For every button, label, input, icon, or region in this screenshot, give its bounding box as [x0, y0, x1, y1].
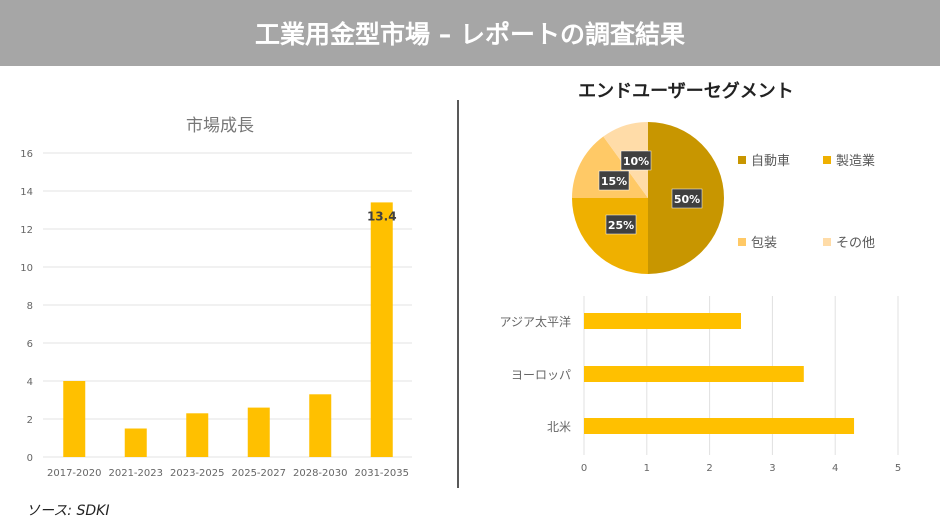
x-tick-label: 2: [706, 463, 712, 474]
x-tick-label: 3: [769, 463, 775, 474]
y-tick-label: 14: [20, 187, 33, 198]
y-category-label: アジア太平洋: [499, 314, 571, 329]
bar-2021-2023: [124, 428, 147, 457]
bar-ヨーロッパ: [584, 366, 804, 382]
x-tick-label: 2031-2035: [354, 468, 409, 479]
legend-label: 自動車: [751, 154, 790, 169]
y-tick-label: 16: [20, 149, 33, 160]
data-label: 25%: [608, 219, 634, 232]
y-category-label: ヨーロッパ: [511, 368, 571, 382]
x-tick-label: 2028-2030: [293, 468, 348, 479]
y-tick-label: 4: [27, 377, 33, 388]
legend-swatch: [823, 156, 831, 164]
legend-swatch: [738, 156, 746, 164]
legend-label: 製造業: [836, 153, 875, 169]
y-tick-label: 12: [20, 225, 33, 236]
data-label: 13.4: [367, 209, 397, 223]
source-note: ソース: SDKI: [26, 503, 110, 519]
y-tick-label: 8: [27, 301, 33, 312]
divider: [457, 100, 459, 488]
x-tick-label: 0: [581, 463, 587, 474]
x-tick-label: 2017-2020: [47, 468, 102, 479]
y-category-label: 北米: [547, 420, 571, 434]
data-label: 15%: [601, 175, 627, 188]
data-label: 10%: [623, 155, 649, 168]
data-label-box: [671, 188, 703, 209]
data-label-box: [605, 214, 637, 235]
x-tick-label: 5: [895, 463, 901, 474]
data-label-box: [620, 150, 652, 171]
y-tick-label: 10: [20, 263, 33, 274]
x-tick-label: 4: [832, 463, 838, 474]
y-tick-label: 6: [27, 339, 33, 350]
bar-2028-2030: [309, 394, 332, 457]
bar-2031-2035: [370, 202, 393, 457]
bar-2023-2025: [186, 413, 209, 457]
bar-北米: [584, 418, 855, 434]
legend-label: 包装: [751, 236, 777, 251]
x-tick-label: 2025-2027: [231, 468, 286, 479]
y-tick-label: 0: [27, 453, 33, 464]
legend-swatch: [823, 238, 831, 246]
pie-title: エンドユーザーセグメント: [578, 80, 794, 102]
pie-slice-製造業: [572, 198, 648, 274]
header-banner: 工業用金型市場 – レポートの調査結果: [0, 0, 940, 66]
bar-2017-2020: [63, 381, 86, 457]
y-tick-label: 2: [27, 415, 33, 426]
data-label: 50%: [674, 193, 700, 206]
data-label-box: [598, 170, 630, 191]
x-tick-label: 1: [644, 463, 650, 474]
bar-2025-2027: [247, 407, 270, 457]
legend-label: その他: [836, 236, 875, 251]
legend-swatch: [738, 238, 746, 246]
x-tick-label: 2021-2023: [108, 468, 163, 479]
chart-title: 市場成長: [186, 116, 254, 136]
page-title: 工業用金型市場 – レポートの調査結果: [255, 20, 685, 49]
x-tick-label: 2023-2025: [170, 468, 225, 479]
bar-アジア太平洋: [584, 313, 741, 329]
